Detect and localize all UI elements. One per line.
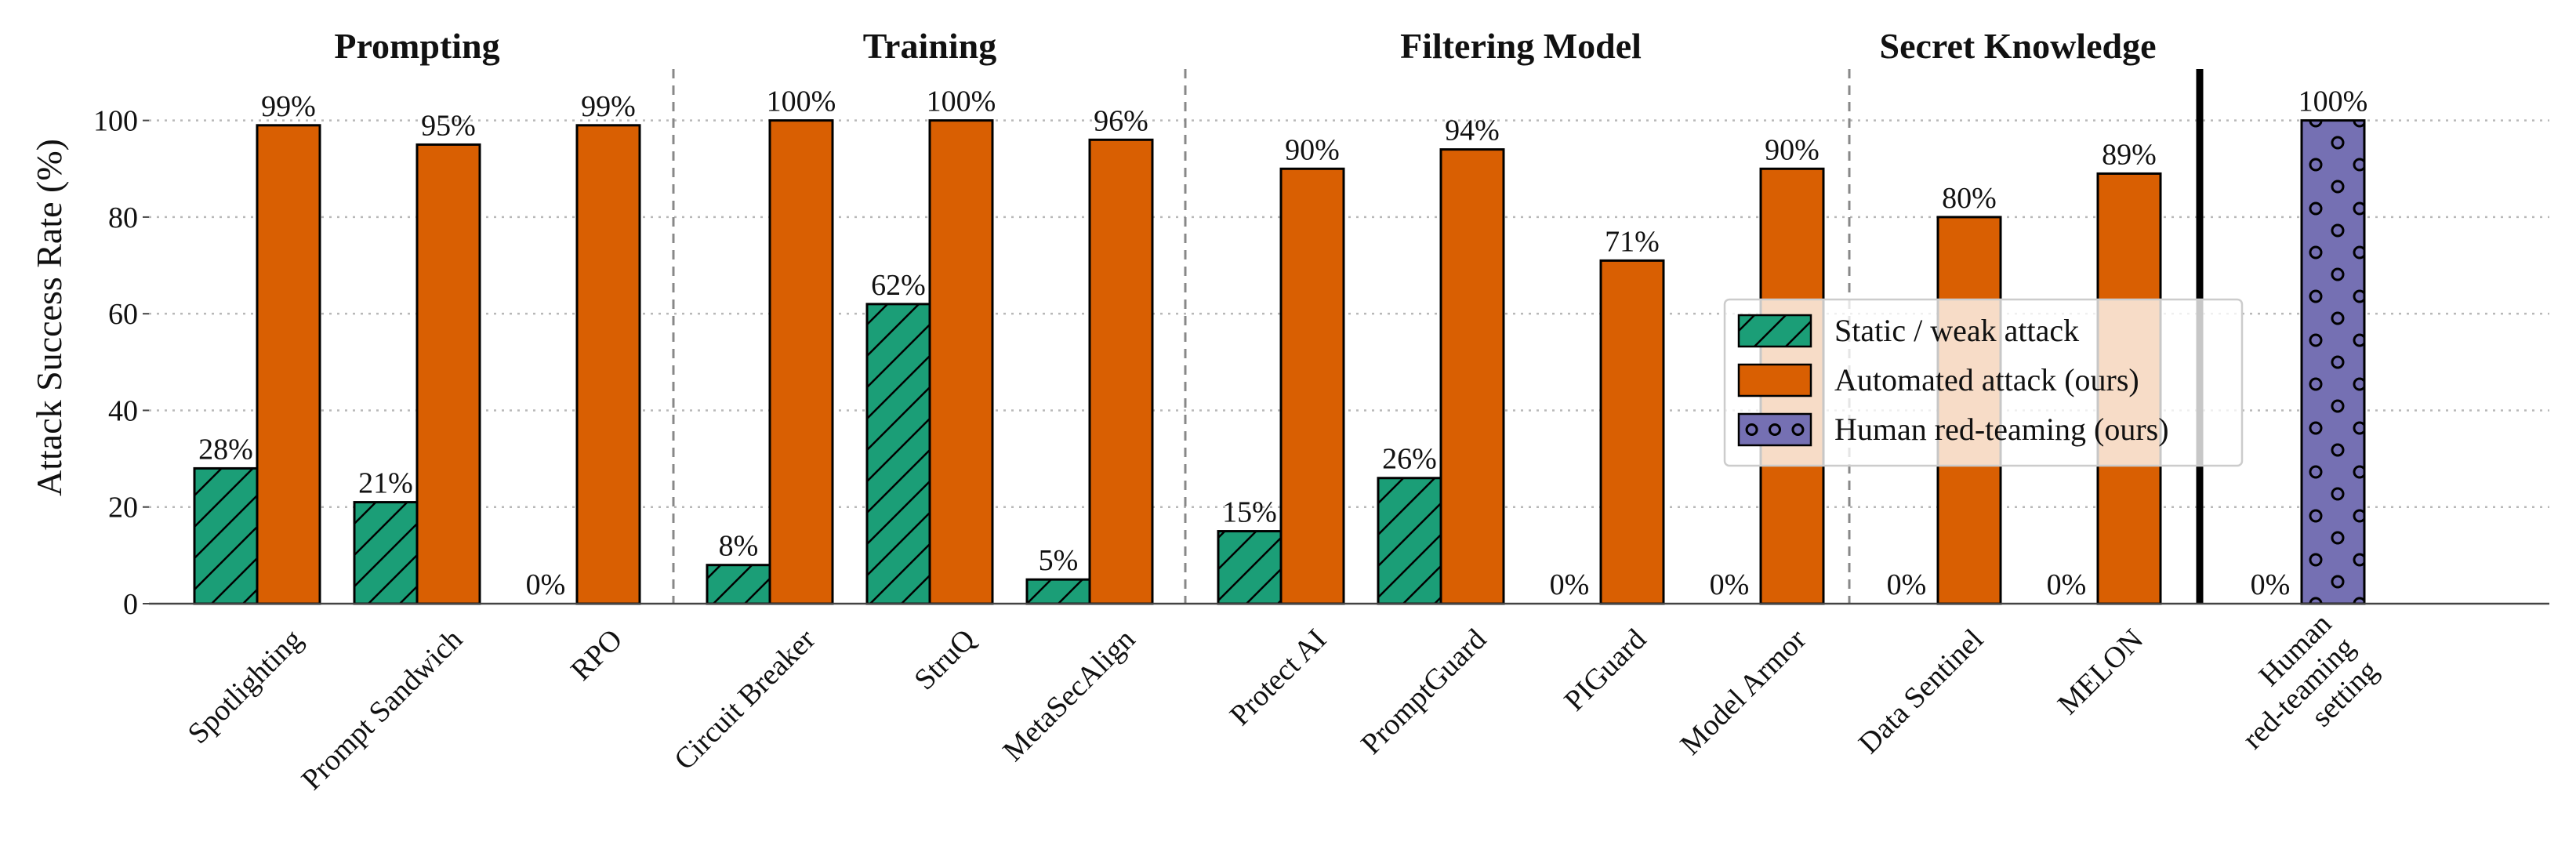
- x-tick-label: PIGuard: [1558, 622, 1653, 717]
- static-value-label: 5%: [1039, 544, 1079, 577]
- x-tick-text: Data Sentinel: [1852, 622, 1990, 760]
- y-tick-label: 60: [108, 298, 138, 331]
- bar-value-labels: 28% 99% 21% 95% 0% 99% 8% 100% 62% 100% 5% 96% 15% 90…: [198, 85, 2367, 601]
- group-title: Training: [863, 26, 996, 66]
- static-value-label: 26%: [1382, 443, 1437, 476]
- human-legend-swatch: [1737, 412, 1812, 447]
- static-legend-label: Static / weak attack: [1834, 313, 2079, 348]
- static-value-label: 8%: [719, 530, 759, 563]
- x-tick-label: StruQ: [908, 622, 981, 696]
- x-tick-text: Protect AI: [1224, 622, 1333, 731]
- automated-value-label: 100%: [927, 85, 996, 118]
- automated-value-label: 80%: [1942, 182, 1997, 215]
- automated-legend-label: Automated attack (ours): [1834, 362, 2139, 397]
- automated-value-label: 96%: [1094, 104, 1148, 137]
- x-tick-text: MetaSecAlign: [996, 622, 1141, 768]
- y-tick-label: 80: [108, 201, 138, 234]
- x-tick-label: Protect AI: [1224, 622, 1333, 731]
- static-bar-hatch: [1027, 579, 1090, 604]
- automated-bar: [928, 119, 994, 605]
- static-value-label: 21%: [358, 467, 413, 500]
- group-title: Filtering Model: [1400, 26, 1642, 66]
- x-tick-label: Model Armor: [1674, 622, 1812, 761]
- x-tick-label: PromptGuard: [1355, 622, 1493, 760]
- x-tick-label: Spotlighting: [182, 622, 310, 750]
- x-tick-text: PromptGuard: [1355, 622, 1493, 760]
- automated-value-label: 99%: [581, 90, 636, 123]
- automated-bar: [415, 143, 481, 605]
- x-tick-label: RPO: [564, 622, 629, 687]
- y-tick-label: 0: [123, 588, 138, 621]
- static-value-label: 0%: [2047, 568, 2087, 601]
- static-value-label: 0%: [2251, 568, 2291, 601]
- x-tick-text: MELON: [2052, 622, 2150, 720]
- static-value-label: 0%: [526, 568, 566, 601]
- group-title: Prompting: [334, 26, 499, 66]
- x-tick-text: Prompt Sandwich: [296, 622, 470, 797]
- automated-value-label: 89%: [2102, 138, 2157, 171]
- group-titles: Prompting Training Filtering Model Secret K…: [334, 26, 2156, 66]
- automated-value-label: 90%: [1765, 133, 1820, 166]
- legend-swatch-circle: [1769, 423, 1781, 436]
- automated-value-label: 90%: [1285, 133, 1340, 166]
- legend-swatch-circle: [1745, 423, 1758, 436]
- static-bar-hatch: [1218, 531, 1281, 604]
- x-tick-text: PIGuard: [1558, 622, 1653, 717]
- human-bar-hatch: [2302, 120, 2364, 604]
- group-title: Secret Knowledge: [1879, 26, 2156, 66]
- automated-bar: [1088, 138, 1154, 605]
- automated-bar: [768, 119, 834, 605]
- x-tick-text: RPO: [564, 622, 629, 687]
- human-value-label: 100%: [2298, 85, 2368, 118]
- legend-swatch-hatch: [1739, 315, 1811, 347]
- automated-value-label: 71%: [1605, 225, 1660, 258]
- static-value-label: 0%: [1710, 568, 1750, 601]
- static-value-label: 62%: [871, 269, 926, 302]
- y-tick-label: 40: [108, 394, 138, 427]
- automated-bar: [1279, 167, 1345, 605]
- y-axis-title: Attack Success Rate (%): [29, 139, 69, 496]
- static-bar-hatch: [354, 502, 417, 604]
- legend-box: [1723, 298, 2244, 467]
- automated-legend-swatch: [1737, 363, 1812, 397]
- x-tick-label: Humanred-teamingsetting: [2213, 608, 2385, 779]
- static-bar-hatch: [1378, 477, 1441, 604]
- static-value-label: 15%: [1222, 496, 1277, 529]
- automated-value-label: 95%: [421, 109, 476, 142]
- bars: [193, 119, 2366, 605]
- static-value-label: 0%: [1550, 568, 1590, 601]
- static-value-label: 0%: [1887, 568, 1927, 601]
- axes: 0 20 40 60 80 100: [93, 105, 2549, 621]
- static-value-label: 28%: [198, 433, 253, 466]
- x-tick-label: Data Sentinel: [1852, 622, 1990, 760]
- automated-bar: [256, 124, 321, 605]
- x-tick-label: MetaSecAlign: [996, 622, 1141, 768]
- static-bar-hatch: [707, 564, 770, 604]
- automated-value-label: 94%: [1445, 114, 1500, 147]
- static-bar-hatch: [867, 303, 930, 604]
- human-legend-label: Human red-teaming (ours): [1834, 412, 2169, 447]
- x-tick-text: Model Armor: [1674, 622, 1812, 761]
- static-bar-hatch: [194, 468, 257, 604]
- y-tick-label: 20: [108, 492, 138, 524]
- legend: Static / weak attack Automated attack (ou…: [1723, 298, 2244, 467]
- x-tick-text: Circuit Breaker: [668, 622, 822, 776]
- automated-value-label: 100%: [767, 85, 836, 118]
- x-tick-label: MELON: [2052, 622, 2150, 720]
- x-tick-text: Spotlighting: [182, 622, 310, 750]
- automated-value-label: 99%: [261, 90, 316, 123]
- x-tick-text: StruQ: [908, 622, 981, 696]
- automated-bar: [1599, 259, 1665, 605]
- automated-bar: [575, 124, 641, 605]
- legend-swatch-circle: [1791, 423, 1805, 436]
- y-tick-label: 100: [93, 105, 138, 138]
- x-tick-label: Prompt Sandwich: [296, 622, 470, 797]
- automated-bar: [1439, 148, 1505, 605]
- x-tick-label: Circuit Breaker: [668, 622, 822, 776]
